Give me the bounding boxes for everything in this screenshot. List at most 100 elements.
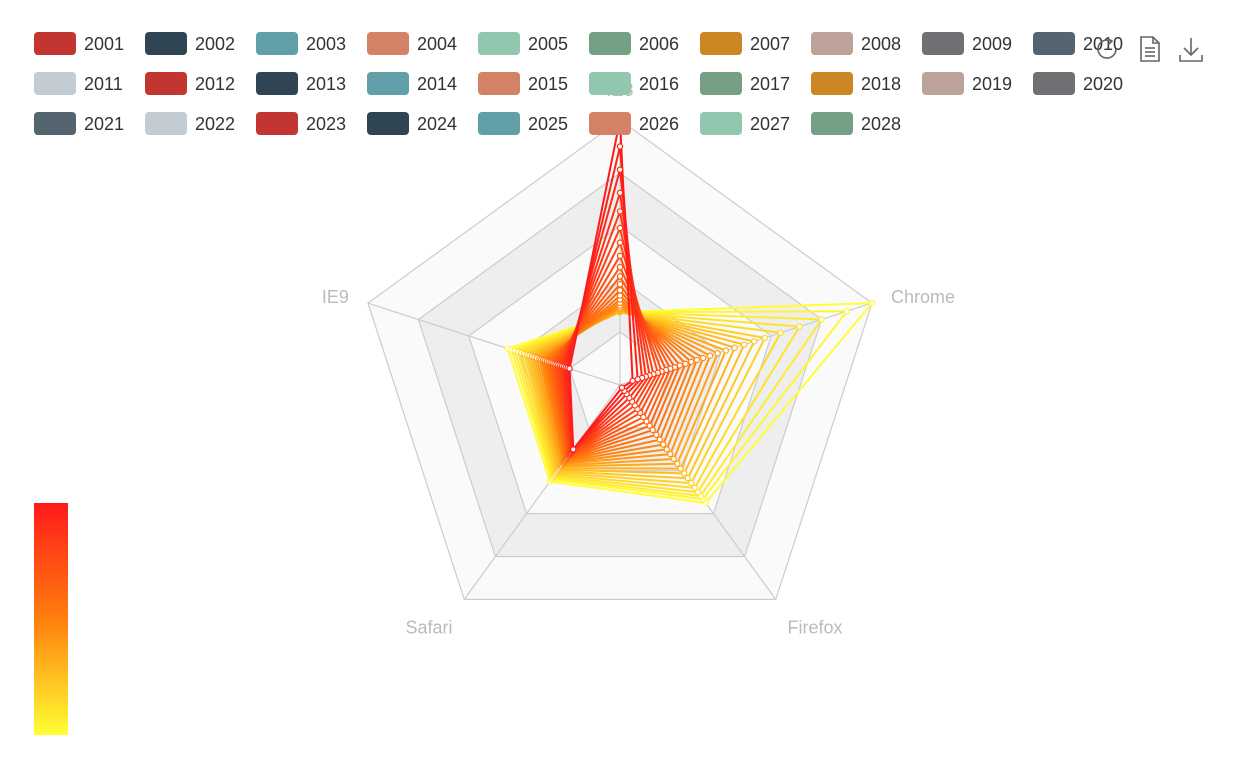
legend-swatch [145, 32, 187, 55]
legend-item-2015[interactable]: 2015 [478, 72, 568, 95]
legend-item-2021[interactable]: 2021 [34, 112, 124, 135]
legend: 2001 2002 2003 2004 2005 2006 2007 2008 2009 2010… [34, 32, 1123, 135]
point-2014-chrome[interactable] [689, 359, 694, 364]
legend-item-2019[interactable]: 2019 [922, 72, 1012, 95]
point-2025-chrome[interactable] [797, 324, 802, 329]
point-2027-chrome[interactable] [844, 309, 849, 314]
point-2003-ie8[interactable] [617, 167, 622, 172]
point-2015-chrome[interactable] [694, 357, 699, 362]
legend-item-2008[interactable]: 2008 [811, 32, 901, 55]
legend-swatch [700, 72, 742, 95]
point-2012-chrome[interactable] [677, 363, 682, 368]
legend-item-2018[interactable]: 2018 [811, 72, 901, 95]
legend-item-2012[interactable]: 2012 [145, 72, 235, 95]
point-2015-firefox[interactable] [661, 442, 666, 447]
legend-swatch [256, 112, 298, 135]
point-2021-firefox[interactable] [682, 471, 687, 476]
legend-swatch [367, 32, 409, 55]
point-2018-firefox[interactable] [671, 456, 676, 461]
legend-swatch [478, 32, 520, 55]
point-2004-ie8[interactable] [617, 190, 622, 195]
point-2010-ie8[interactable] [617, 274, 622, 279]
legend-label: 2016 [639, 74, 679, 94]
point-2001-chrome[interactable] [630, 378, 635, 383]
legend-label: 2026 [639, 114, 679, 134]
legend-item-2016[interactable]: 2016 [589, 72, 679, 95]
legend-swatch [478, 72, 520, 95]
point-2001-safari[interactable] [571, 447, 576, 452]
legend-item-2023[interactable]: 2023 [256, 112, 346, 135]
legend-item-2009[interactable]: 2009 [922, 32, 1012, 55]
legend-item-2025[interactable]: 2025 [478, 112, 568, 135]
point-2013-chrome[interactable] [683, 361, 688, 366]
legend-item-2007[interactable]: 2007 [700, 32, 790, 55]
legend-label: 2013 [306, 74, 346, 94]
legend-label: 2012 [195, 74, 235, 94]
legend-item-2020[interactable]: 2020 [1033, 72, 1123, 95]
legend-label: 2001 [84, 34, 124, 54]
point-2023-firefox[interactable] [689, 480, 694, 485]
point-2006-ie8[interactable] [617, 225, 622, 230]
legend-item-2004[interactable]: 2004 [367, 32, 457, 55]
point-2013-firefox[interactable] [654, 432, 659, 437]
legend-item-2005[interactable]: 2005 [478, 32, 568, 55]
legend-item-2003[interactable]: 2003 [256, 32, 346, 55]
point-2012-ie8[interactable] [617, 288, 622, 293]
point-2026-chrome[interactable] [819, 317, 824, 322]
legend-item-2027[interactable]: 2027 [700, 112, 790, 135]
indicator-label-firefox: Firefox [788, 618, 843, 638]
legend-item-2014[interactable]: 2014 [367, 72, 457, 95]
point-2022-chrome[interactable] [752, 339, 757, 344]
legend-item-2017[interactable]: 2017 [700, 72, 790, 95]
legend-item-2002[interactable]: 2002 [145, 32, 235, 55]
point-2019-firefox[interactable] [675, 461, 680, 466]
point-2007-ie8[interactable] [617, 240, 622, 245]
legend-label: 2002 [195, 34, 235, 54]
point-2001-firefox[interactable] [619, 385, 624, 390]
legend-item-2001[interactable]: 2001 [34, 32, 124, 55]
point-2002-chrome[interactable] [635, 377, 640, 382]
point-2016-chrome[interactable] [701, 355, 706, 360]
point-2016-firefox[interactable] [664, 447, 669, 452]
point-2022-firefox[interactable] [685, 476, 690, 481]
point-2017-firefox[interactable] [668, 452, 673, 457]
point-2005-ie8[interactable] [617, 209, 622, 214]
visual-map-bar[interactable] [34, 503, 68, 735]
legend-item-2022[interactable]: 2022 [145, 112, 235, 135]
legend-swatch [34, 32, 76, 55]
point-2024-firefox[interactable] [692, 485, 697, 490]
point-2011-ie8[interactable] [617, 282, 622, 287]
point-2018-chrome[interactable] [715, 351, 720, 356]
legend-item-2024[interactable]: 2024 [367, 112, 457, 135]
legend-label: 2021 [84, 114, 124, 134]
point-2020-chrome[interactable] [732, 345, 737, 350]
point-2023-chrome[interactable] [762, 335, 767, 340]
point-2001-ie9[interactable] [567, 366, 572, 371]
point-2019-chrome[interactable] [723, 348, 728, 353]
point-2008-ie8[interactable] [617, 253, 622, 258]
point-2020-firefox[interactable] [678, 466, 683, 471]
legend-swatch [1033, 32, 1075, 55]
point-2017-chrome[interactable] [708, 353, 713, 358]
point-2009-ie8[interactable] [617, 264, 622, 269]
data-view-icon[interactable] [1135, 33, 1165, 65]
point-2021-chrome[interactable] [742, 342, 747, 347]
point-2002-ie8[interactable] [617, 144, 622, 149]
legend-item-2006[interactable]: 2006 [589, 32, 679, 55]
point-2028-chrome[interactable] [869, 301, 874, 306]
legend-swatch [34, 112, 76, 135]
legend-item-2011[interactable]: 2011 [34, 72, 123, 95]
legend-swatch [811, 32, 853, 55]
legend-label: 2005 [528, 34, 568, 54]
legend-label: 2014 [417, 74, 457, 94]
legend-swatch [589, 32, 631, 55]
legend-item-2013[interactable]: 2013 [256, 72, 346, 95]
point-2014-firefox[interactable] [657, 437, 662, 442]
point-2013-ie8[interactable] [617, 293, 622, 298]
save-image-icon[interactable] [1176, 33, 1206, 65]
restore-icon[interactable] [1092, 33, 1122, 65]
point-2024-chrome[interactable] [778, 330, 783, 335]
legend-item-2028[interactable]: 2028 [811, 112, 901, 135]
legend-swatch [256, 32, 298, 55]
